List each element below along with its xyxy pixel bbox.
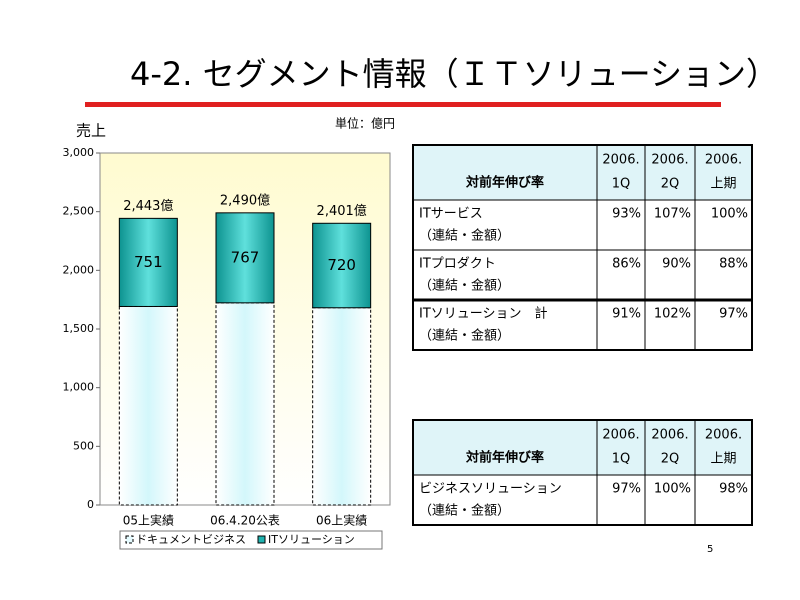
table-header-cell: 2006. [602, 153, 639, 168]
data-label: 767 [231, 248, 260, 266]
table-header-cell: 2Q [661, 177, 680, 192]
table-row-label: （連結・金額） [419, 503, 510, 519]
table-row-label: ビジネスソリューション [419, 482, 562, 497]
table-row-label: ITソリューション 計 [419, 306, 548, 322]
y-tick-label: 0 [87, 498, 94, 511]
table-header-cell: 1Q [612, 452, 631, 467]
table-cell: 102% [654, 307, 691, 322]
table-cell: 107% [654, 207, 691, 222]
table-header-cell: 2006. [602, 428, 639, 443]
table-cell: 100% [711, 207, 748, 222]
table-cell: 97% [612, 482, 641, 497]
table-cell: 98% [719, 482, 748, 497]
bar-segment [118, 217, 178, 307]
table-row-label: （連結・金額） [419, 278, 510, 294]
table-header-cell: 上期 [710, 452, 736, 467]
legend-label: ITソリューション [268, 533, 355, 546]
data-label: 751 [134, 253, 163, 271]
table-header-cell: 1Q [612, 177, 631, 192]
legend-swatch [125, 535, 134, 544]
table-frame [412, 144, 753, 351]
x-tick-label: 06上実績 [316, 513, 367, 528]
table-header-cell: 2006. [651, 428, 688, 443]
legend-swatch [257, 535, 266, 544]
table-header-cell: 2Q [661, 452, 680, 467]
x-tick-label: 05上実績 [123, 513, 174, 528]
slide-title: 4-2. セグメント情報（ＩＴソリューション） [130, 55, 778, 93]
y-tick-label: 500 [73, 439, 94, 452]
y-tick-label: 2,500 [63, 205, 95, 218]
y-tick-label: 2,000 [63, 263, 95, 276]
bar-segment [118, 305, 178, 506]
table-row-label: ITサービス [419, 207, 483, 222]
y-tick-label: 3,000 [63, 146, 95, 159]
table-header-cell: 2006. [651, 153, 688, 168]
table-header-bg [413, 420, 752, 475]
table-cell: 90% [662, 257, 691, 272]
y-tick-label: 1,000 [63, 381, 95, 394]
legend-label: ドキュメントビジネス [136, 533, 246, 546]
table-cell: 97% [719, 307, 748, 322]
bar-segment [215, 302, 275, 506]
table-cell: 91% [612, 307, 641, 322]
table-cell: 86% [612, 257, 641, 272]
bar-segment [215, 212, 275, 304]
table-row-label: （連結・金額） [419, 228, 510, 244]
table-cell: 88% [719, 257, 748, 272]
total-label: 2,490億 [220, 192, 270, 208]
title-rule [85, 102, 721, 107]
table-row-label: ITプロダクト [419, 257, 496, 272]
data-label: 720 [327, 256, 356, 274]
table-header-label: 対前年伸び率 [465, 175, 544, 191]
bar-segment [312, 222, 372, 309]
bar-segment [312, 307, 372, 506]
x-tick-label: 06.4.20公表 [210, 514, 280, 528]
table-row-label: （連結・金額） [419, 328, 510, 344]
unit: 単位：億円 [335, 116, 395, 131]
table-header-bg [413, 145, 752, 200]
page-number: 5 [707, 544, 713, 555]
table-header-label: 対前年伸び率 [465, 450, 544, 466]
total-label: 2,401億 [317, 203, 367, 219]
table-cell: 100% [654, 482, 691, 497]
total-label: 2,443億 [123, 198, 173, 214]
table-cell: 93% [612, 207, 641, 222]
table-header-cell: 2006. [705, 153, 742, 168]
table-frame [412, 419, 753, 526]
table-header-cell: 上期 [710, 177, 736, 192]
y-axis-label: 売上 [76, 122, 106, 140]
table-header-cell: 2006. [705, 428, 742, 443]
legend-frame [119, 530, 383, 550]
y-tick-label: 1,500 [63, 322, 95, 335]
